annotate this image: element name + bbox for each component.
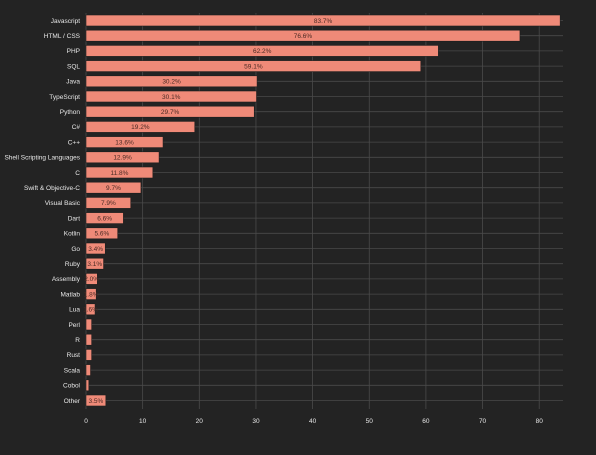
bar bbox=[85, 166, 154, 179]
category-label: C bbox=[75, 170, 80, 177]
bar-value-label: 9.7% bbox=[106, 185, 121, 192]
category-label: Cobol bbox=[63, 383, 81, 390]
bar bbox=[85, 14, 561, 27]
x-tick-label: 20 bbox=[196, 418, 204, 425]
bar bbox=[85, 136, 164, 148]
bar-value-label: 6.6% bbox=[97, 215, 112, 222]
x-tick-label: 50 bbox=[366, 418, 374, 425]
bar bbox=[85, 227, 119, 240]
bar bbox=[85, 151, 160, 164]
category-label: Lua bbox=[69, 307, 80, 314]
category-label: SQL bbox=[67, 63, 80, 70]
bar bbox=[85, 212, 124, 224]
category-label: Perl bbox=[68, 322, 80, 329]
bar bbox=[85, 60, 422, 72]
bar-value-label: 83.7% bbox=[314, 18, 333, 25]
category-label: C# bbox=[72, 124, 81, 131]
x-tick-label: 80 bbox=[536, 418, 544, 425]
category-label: Scala bbox=[64, 367, 81, 374]
category-label: Python bbox=[60, 109, 81, 116]
bar bbox=[85, 45, 439, 57]
category-label: Java bbox=[66, 79, 80, 86]
category-label: Matlab bbox=[60, 291, 80, 298]
bar-value-label: 29.7% bbox=[161, 109, 180, 116]
bar-value-label: 30.1% bbox=[162, 94, 181, 101]
bar bbox=[85, 181, 142, 194]
bar-value-label: 12.9% bbox=[113, 155, 132, 162]
bar-value-label: 62.2% bbox=[253, 48, 272, 55]
bar-value-label: 19.2% bbox=[131, 124, 150, 131]
category-label: PHP bbox=[67, 48, 80, 55]
bar bbox=[85, 303, 96, 316]
category-label: Rust bbox=[67, 352, 81, 359]
category-label: Visual Basic bbox=[45, 200, 81, 207]
bar bbox=[85, 90, 257, 103]
bar-value-label: 76.6% bbox=[294, 33, 313, 40]
category-label: Swift & Objective-C bbox=[24, 185, 80, 192]
bar bbox=[85, 105, 255, 118]
bar bbox=[85, 273, 98, 285]
bar-value-label: 1.6% bbox=[83, 307, 98, 314]
category-label: Javascript bbox=[51, 18, 80, 25]
category-label: Other bbox=[64, 398, 81, 405]
category-label: HTML / CSS bbox=[44, 33, 81, 40]
x-tick-label: 0 bbox=[84, 418, 88, 425]
bar bbox=[85, 333, 92, 346]
bar bbox=[85, 364, 91, 376]
category-label: Ruby bbox=[65, 261, 81, 268]
bar bbox=[85, 75, 258, 88]
bar bbox=[85, 379, 90, 392]
bar-value-label: 3.5% bbox=[88, 398, 103, 405]
x-tick-label: 10 bbox=[139, 418, 147, 425]
bar-value-label: 2.0% bbox=[84, 276, 99, 283]
bar-value-label: 30.2% bbox=[162, 79, 181, 86]
bar bbox=[85, 29, 521, 42]
bar-value-label: 7.9% bbox=[101, 200, 116, 207]
bar-value-label: 3.4% bbox=[88, 246, 103, 253]
bar-value-label: 1.8% bbox=[84, 291, 99, 298]
bar-value-label: 59.1% bbox=[244, 63, 263, 70]
bar-value-label: 3.1% bbox=[87, 261, 102, 268]
bar bbox=[85, 394, 107, 407]
x-tick-label: 40 bbox=[309, 418, 317, 425]
category-label: Kotlin bbox=[64, 231, 81, 238]
bar bbox=[85, 242, 106, 255]
category-label: C++ bbox=[68, 139, 80, 146]
category-label: Dart bbox=[68, 215, 80, 222]
category-label: Shell Scripting Languages bbox=[4, 155, 80, 162]
category-label: Assembly bbox=[52, 276, 81, 283]
category-label: Go bbox=[71, 246, 80, 253]
category-label: R bbox=[75, 337, 80, 344]
bar-value-label: 5.6% bbox=[94, 231, 109, 238]
bar bbox=[85, 197, 132, 209]
bar-value-label: 13.6% bbox=[115, 139, 134, 146]
bar bbox=[85, 121, 196, 133]
bar bbox=[85, 288, 97, 300]
category-label: TypeScript bbox=[49, 94, 80, 101]
x-tick-label: 60 bbox=[422, 418, 430, 425]
bar-value-label: 11.8% bbox=[110, 170, 128, 177]
x-tick-label: 70 bbox=[479, 418, 487, 425]
bar bbox=[85, 349, 92, 361]
x-tick-label: 30 bbox=[252, 418, 260, 425]
bar bbox=[85, 318, 92, 331]
bar bbox=[85, 257, 104, 270]
